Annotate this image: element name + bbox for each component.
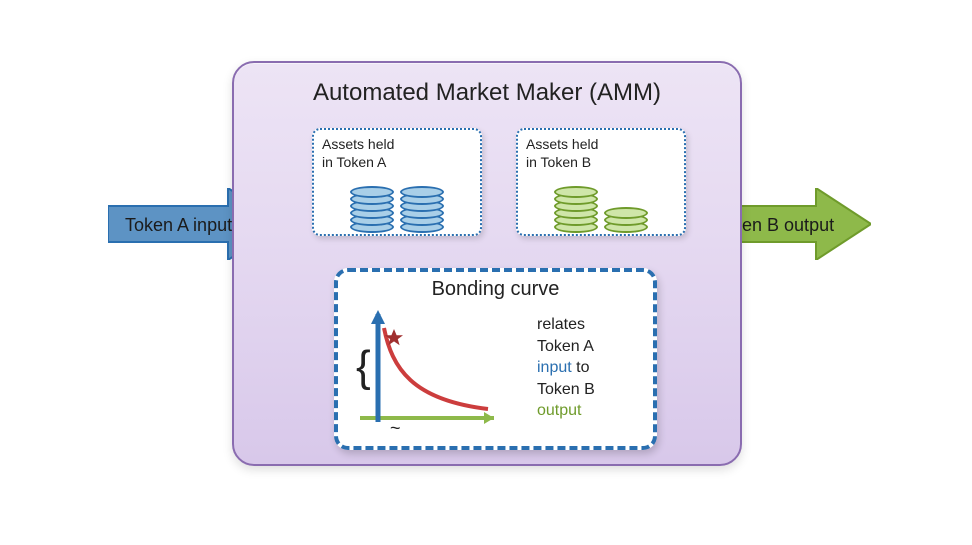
bonding-line3-input: input [537, 359, 572, 376]
asset-b-label-line2: in Token B [526, 154, 591, 170]
bonding-title: Bonding curve [334, 268, 657, 301]
bonding-curve-chart: { ~ [348, 306, 498, 436]
bonding-line3-suffix: to [572, 359, 590, 376]
amm-title: Automated Market Maker (AMM) [234, 63, 740, 107]
asset-a-label-line1: Assets held [322, 136, 394, 152]
input-arrow-label: Token A input [125, 215, 232, 236]
asset-b-label: Assets held in Token B [526, 136, 676, 171]
bonding-line1: relates [537, 316, 585, 333]
bonding-description: relates Token A input to Token B output [537, 314, 637, 422]
asset-a-box: Assets held in Token A [312, 128, 482, 236]
asset-a-label: Assets held in Token A [322, 136, 472, 171]
asset-a-label-line2: in Token A [322, 154, 386, 170]
bonding-line2: Token A [537, 338, 594, 355]
asset-b-label-line1: Assets held [526, 136, 598, 152]
bonding-line4: Token B [537, 381, 595, 398]
bonding-line5-output: output [537, 402, 581, 419]
asset-b-coins [526, 175, 676, 233]
bonding-curve-box: Bonding curve { ~ relates Token A input … [334, 268, 657, 450]
svg-text:~: ~ [390, 418, 401, 436]
asset-b-box: Assets held in Token B [516, 128, 686, 236]
asset-a-coins [322, 175, 472, 233]
svg-text:{: { [356, 342, 371, 391]
